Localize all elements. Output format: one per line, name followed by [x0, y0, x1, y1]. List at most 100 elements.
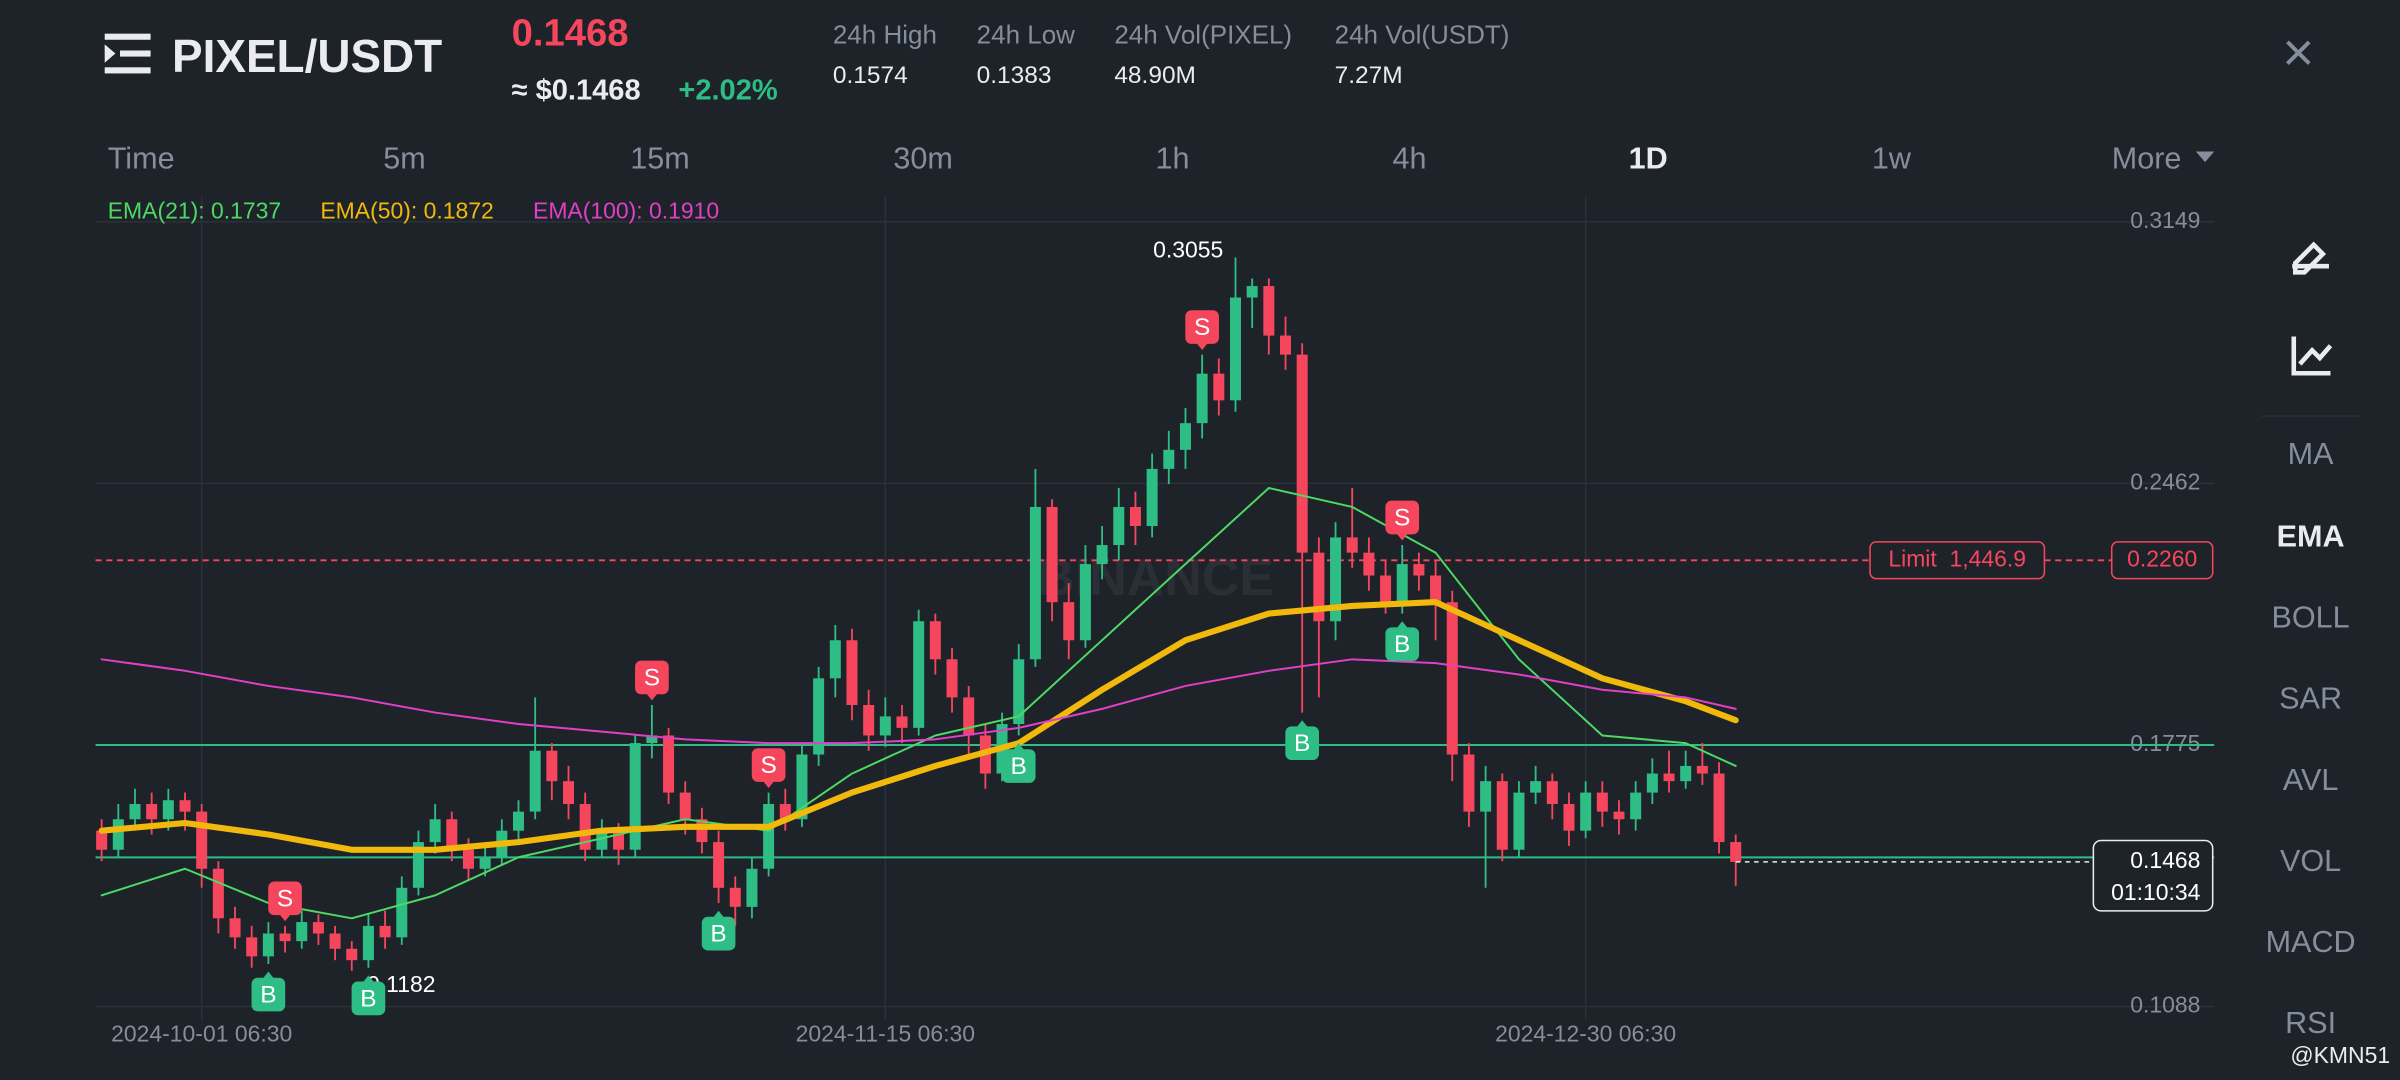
draw-icon[interactable] [2292, 241, 2329, 275]
indicator-tab[interactable]: VOL [2280, 844, 2341, 878]
candle-body [1513, 792, 1525, 850]
watermark: BINANCE [1037, 549, 1274, 607]
candle-body [1113, 506, 1125, 546]
indicator-tab[interactable]: BOLL [2271, 601, 2349, 635]
limit-label: Limit 1,446.9 [1888, 545, 2026, 571]
candle-body [179, 800, 191, 812]
timeframe[interactable]: 30m [893, 142, 952, 176]
candle-body [512, 811, 525, 831]
candle-body [729, 887, 741, 907]
candle-body [312, 922, 324, 934]
candle-body [1430, 575, 1442, 603]
candle-body [1546, 781, 1558, 805]
indicator-tab[interactable]: SAR [2279, 682, 2342, 716]
indicator-tab[interactable]: EMA [2277, 520, 2345, 554]
y-tick-label: 0.1088 [2130, 992, 2200, 1018]
stat-label: 24h High [833, 20, 937, 50]
candle-body [1613, 811, 1625, 820]
timeframe[interactable]: Time [108, 142, 175, 176]
candle-body [963, 697, 975, 736]
credit: @KMN51 [2290, 1042, 2390, 1068]
candle-body [362, 925, 374, 961]
candle-body [1079, 564, 1091, 641]
marker-box [1001, 749, 1036, 783]
candle-body [863, 704, 875, 736]
marker-side: B [1394, 631, 1410, 658]
marker-pointer [762, 780, 775, 789]
limit-price-box [2110, 541, 2214, 580]
candle-body [879, 716, 891, 736]
marker-side: B [260, 982, 276, 1009]
candle-body [896, 716, 908, 728]
timeframe[interactable]: 1w [1872, 142, 1912, 176]
candle-body [1496, 781, 1508, 850]
stat-label: 24h Vol(PIXEL) [1114, 20, 1292, 50]
limit-box [1869, 541, 2046, 580]
candle-body [1646, 773, 1658, 793]
close-button[interactable]: × [2282, 21, 2314, 83]
candle-body [1580, 792, 1592, 831]
candle-body [663, 735, 675, 793]
trade-marker: B [1385, 621, 1420, 662]
timeframe[interactable]: 5m [383, 142, 425, 176]
marker-box [751, 748, 786, 782]
indicator-tab[interactable]: RSI [2285, 1006, 2336, 1040]
legend-entry: EMA(21): 0.1737 [108, 198, 281, 224]
candle-body [262, 933, 274, 957]
dropdown-arrow [2195, 151, 2215, 163]
candle-body [713, 842, 725, 888]
candle-body [96, 830, 108, 850]
marker-pointer [712, 910, 725, 919]
candle-body [746, 868, 758, 907]
marker-pointer [1196, 342, 1209, 351]
y-tick-label: 0.1775 [2130, 730, 2200, 756]
candle-body [462, 849, 474, 869]
candle-body [329, 933, 341, 949]
candle-body [913, 621, 925, 728]
candle-body [1179, 423, 1191, 450]
marker-side: S [277, 885, 293, 912]
menu-bar [104, 67, 151, 74]
timeframe[interactable]: 15m [630, 142, 689, 176]
menu-arrow [104, 44, 116, 63]
candle-body [1029, 506, 1041, 660]
marker-box [268, 881, 302, 916]
candle-body [546, 750, 558, 782]
pair[interactable]: PIXEL/USDT [172, 30, 442, 82]
candle-body [646, 735, 658, 744]
indicator-icon[interactable] [2291, 336, 2333, 376]
indicator-tab[interactable]: MA [2288, 437, 2334, 471]
candle-body [446, 819, 458, 850]
indicator-tab[interactable]: MACD [2266, 925, 2356, 959]
high-label: 0.3055 [1153, 236, 1223, 262]
x-tick-label: 2024-10-01 06:30 [111, 1021, 292, 1047]
timeframe[interactable]: More [2112, 142, 2182, 176]
candle-body [1663, 773, 1675, 782]
legend-entry: EMA(50): 0.1872 [320, 198, 493, 224]
change: +2.02% [678, 74, 777, 106]
indicator-tab[interactable]: AVL [2283, 763, 2339, 797]
timeframe[interactable]: 1h [1155, 142, 1189, 176]
candle-body [1596, 792, 1608, 812]
marker-side: S [1394, 505, 1410, 532]
timeframe[interactable]: 1D [1629, 142, 1668, 176]
timeframe[interactable]: 4h [1393, 142, 1427, 176]
candle-body [813, 678, 825, 755]
trade-marker: B [351, 975, 386, 1016]
candle-body [779, 804, 791, 820]
candle-body [1296, 354, 1308, 553]
candle-body [1196, 373, 1208, 424]
usd-price: ≈ $0.1468 [512, 74, 641, 106]
candle-body [129, 804, 141, 820]
menu-icon[interactable] [104, 33, 151, 74]
trade-marker: B [701, 910, 736, 951]
candle-body [1213, 373, 1225, 401]
candle-body [1730, 842, 1742, 862]
candle-body [479, 857, 491, 869]
candle-body [946, 659, 958, 698]
candle-body [1396, 564, 1408, 603]
candle-body [613, 830, 625, 850]
candle-body [1630, 792, 1642, 820]
stat-value: 0.1574 [833, 62, 908, 89]
